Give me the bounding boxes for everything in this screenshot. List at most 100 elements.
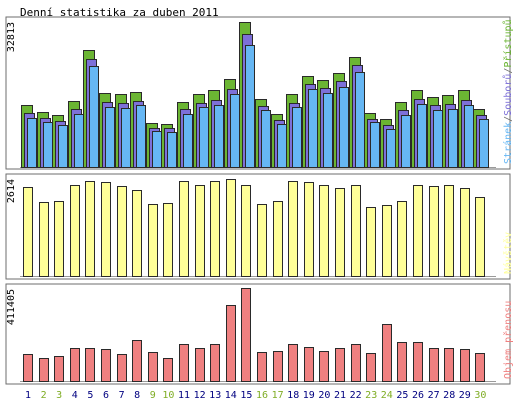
bar-hits_files_pages-hits-day-17 xyxy=(277,124,287,168)
day-label: 1 xyxy=(25,390,31,401)
panel-frame xyxy=(5,173,511,280)
max-value-label: 2614 xyxy=(6,179,17,203)
bar-visits-visits-day-24 xyxy=(382,205,392,277)
bar-kbytes-kbytes-day-24 xyxy=(382,324,392,382)
bar-hits_files_pages-hits-day-18 xyxy=(292,107,302,168)
day-label: 2 xyxy=(41,390,47,401)
panel-frame xyxy=(5,283,511,385)
bar-hits_files_pages-hits-day-13 xyxy=(214,105,224,168)
bar-hits_files_pages-hits-day-6 xyxy=(105,107,115,168)
legend: Objem přenosu xyxy=(502,301,514,379)
bar-kbytes-kbytes-day-8 xyxy=(132,340,142,382)
panel-visits: 2614 Návštěv xyxy=(5,173,514,280)
bar-visits-visits-day-13 xyxy=(210,181,220,277)
bar-kbytes-kbytes-day-7 xyxy=(117,354,127,382)
bar-kbytes-kbytes-day-13 xyxy=(210,344,220,382)
bar-kbytes-kbytes-day-19 xyxy=(304,347,314,382)
day-label: 26 xyxy=(412,390,424,401)
legend-entry: Přístupů xyxy=(502,19,514,67)
bar-kbytes-kbytes-day-14 xyxy=(226,305,236,382)
bar-kbytes-kbytes-day-3 xyxy=(54,356,64,382)
legend-entry: Stránek xyxy=(502,122,514,164)
bar-hits_files_pages-hits-day-7 xyxy=(121,108,131,168)
bar-kbytes-kbytes-day-2 xyxy=(39,358,49,382)
bar-kbytes-kbytes-day-27 xyxy=(429,348,439,382)
legend-entry: / xyxy=(503,116,514,122)
day-label: 30 xyxy=(474,390,486,401)
bar-visits-visits-day-28 xyxy=(444,185,454,277)
day-label: 5 xyxy=(87,390,93,401)
bar-visits-visits-day-26 xyxy=(413,185,423,277)
bar-hits_files_pages-hits-day-8 xyxy=(136,105,146,168)
bar-hits_files_pages-hits-day-16 xyxy=(261,110,271,168)
bar-kbytes-kbytes-day-16 xyxy=(257,352,267,382)
legend: Návštěv xyxy=(502,232,514,274)
bar-kbytes-kbytes-day-1 xyxy=(23,354,33,382)
bar-hits_files_pages-hits-day-4 xyxy=(74,114,84,168)
bar-visits-visits-day-19 xyxy=(304,182,314,277)
legend-entry: / xyxy=(503,68,514,74)
bar-visits-visits-day-3 xyxy=(54,201,64,277)
bar-visits-visits-day-22 xyxy=(351,185,361,277)
bar-visits-visits-day-25 xyxy=(397,201,407,277)
bar-hits_files_pages-hits-day-24 xyxy=(386,129,396,168)
day-label: 8 xyxy=(134,390,140,401)
bar-hits_files_pages-hits-day-21 xyxy=(339,87,349,168)
chart-panels: 32813Stránek/Souborů/Přístupů2614Návštěv… xyxy=(5,16,514,385)
max-value-label: 411405 xyxy=(6,289,17,325)
bar-kbytes-kbytes-day-12 xyxy=(195,348,205,382)
bar-hits_files_pages-hits-day-28 xyxy=(448,109,458,168)
legend-entry: Návštěv xyxy=(502,232,514,274)
bar-visits-visits-day-15 xyxy=(241,185,251,277)
panel-kbytes: 411405 Objem přenosu xyxy=(5,283,514,385)
panel-frame xyxy=(5,16,511,170)
day-label: 4 xyxy=(72,390,78,401)
bar-visits-visits-day-11 xyxy=(179,181,189,277)
bar-hits_files_pages-hits-day-14 xyxy=(230,94,240,168)
bar-kbytes-kbytes-day-15 xyxy=(241,288,251,382)
bar-visits-visits-day-6 xyxy=(101,182,111,277)
bar-kbytes-kbytes-day-4 xyxy=(70,348,80,382)
day-label: 3 xyxy=(56,390,62,401)
day-label: 6 xyxy=(103,390,109,401)
day-label: 7 xyxy=(119,390,125,401)
bar-visits-visits-day-20 xyxy=(319,185,329,277)
bar-visits-visits-day-7 xyxy=(117,186,127,277)
chart-title: Denní statistika za duben 2011 xyxy=(20,6,219,19)
legend-entry: Objem přenosu xyxy=(502,301,514,379)
bar-visits-visits-day-21 xyxy=(335,188,345,277)
bar-kbytes-kbytes-day-30 xyxy=(475,353,485,382)
bar-visits-visits-day-29 xyxy=(460,188,470,277)
bar-visits-visits-day-2 xyxy=(39,202,49,277)
day-label: 15 xyxy=(240,390,252,401)
bar-kbytes-kbytes-day-11 xyxy=(179,344,189,382)
bar-kbytes-kbytes-day-6 xyxy=(101,349,111,382)
bar-hits_files_pages-hits-day-1 xyxy=(27,118,37,168)
bar-kbytes-kbytes-day-5 xyxy=(85,348,95,382)
day-label: 18 xyxy=(287,390,299,401)
bar-hits_files_pages-hits-day-20 xyxy=(323,93,333,168)
bar-hits_files_pages-hits-day-12 xyxy=(199,107,209,168)
day-label: 10 xyxy=(162,390,174,401)
bar-hits_files_pages-hits-day-19 xyxy=(308,89,318,168)
bar-hits_files_pages-hits-day-22 xyxy=(355,72,365,168)
bar-kbytes-kbytes-day-29 xyxy=(460,349,470,382)
bar-visits-visits-day-8 xyxy=(132,190,142,277)
bar-visits-visits-day-1 xyxy=(23,187,33,277)
bar-kbytes-kbytes-day-26 xyxy=(413,342,423,382)
day-label: 12 xyxy=(194,390,206,401)
max-value-label: 32813 xyxy=(6,22,17,52)
bar-visits-visits-day-30 xyxy=(475,197,485,277)
day-label: 11 xyxy=(178,390,190,401)
bar-kbytes-kbytes-day-22 xyxy=(351,344,361,382)
bar-kbytes-kbytes-day-25 xyxy=(397,342,407,382)
day-label: 14 xyxy=(225,390,237,401)
bar-kbytes-kbytes-day-9 xyxy=(148,352,158,382)
bar-visits-visits-day-14 xyxy=(226,179,236,277)
bar-visits-visits-day-9 xyxy=(148,204,158,277)
day-label: 20 xyxy=(318,390,330,401)
bar-visits-visits-day-16 xyxy=(257,204,267,277)
